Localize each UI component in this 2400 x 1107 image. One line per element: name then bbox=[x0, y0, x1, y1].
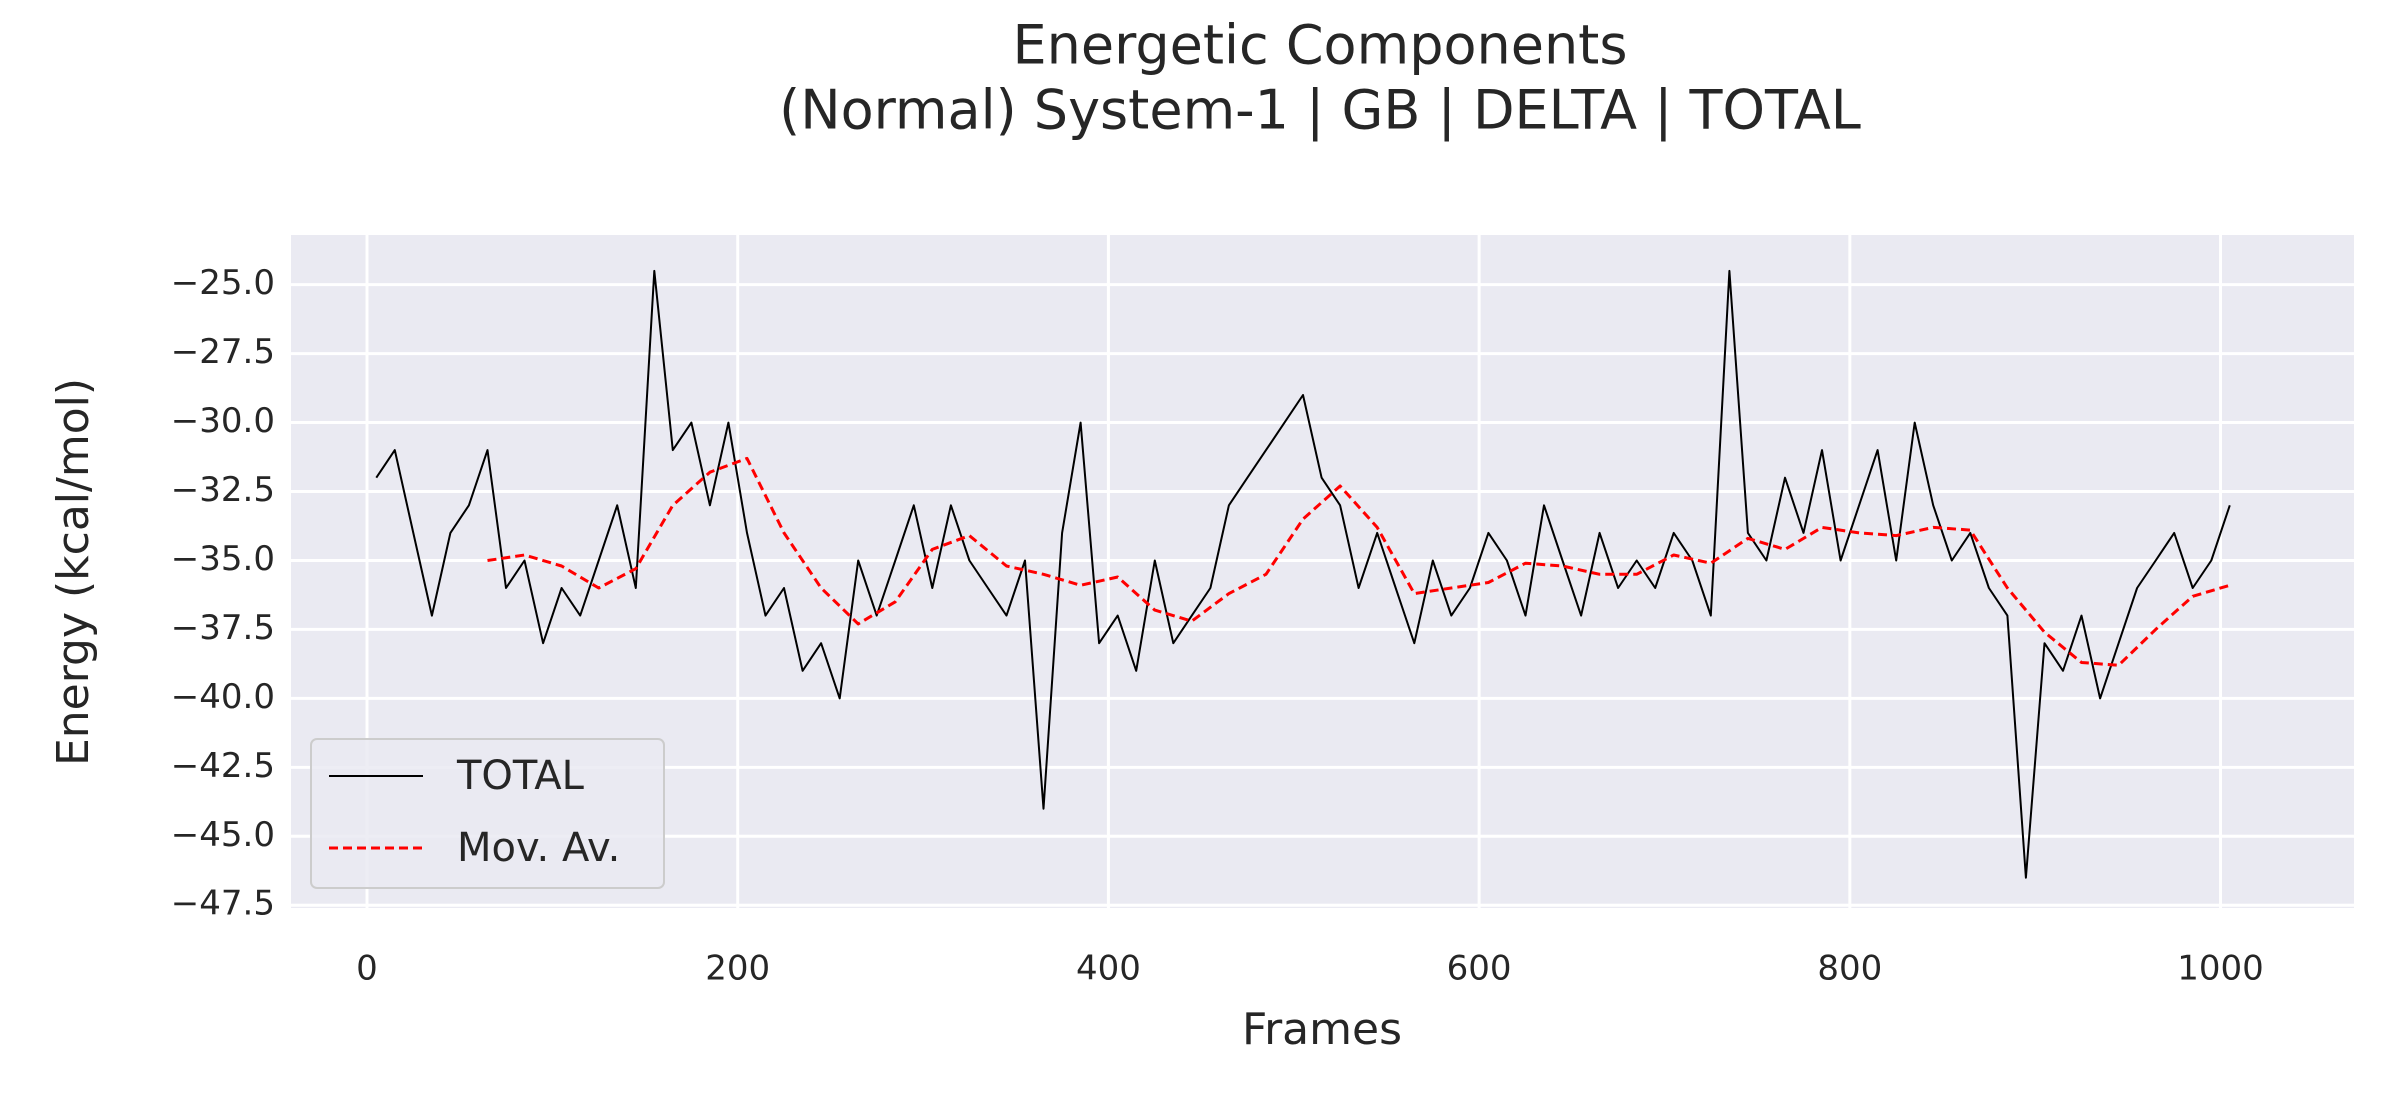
y-tick-label: −27.5 bbox=[171, 332, 275, 372]
y-tick-label: −45.0 bbox=[171, 815, 275, 855]
x-tick-label: 1000 bbox=[2177, 949, 2264, 989]
y-tick-label: −25.0 bbox=[171, 263, 275, 303]
legend-label: TOTAL bbox=[456, 753, 585, 799]
x-tick-label: 200 bbox=[705, 949, 770, 989]
x-tick-label: 800 bbox=[1817, 949, 1882, 989]
x-tick-label: 400 bbox=[1076, 949, 1141, 989]
y-tick-label: −32.5 bbox=[171, 470, 275, 510]
y-tick-label: −37.5 bbox=[171, 608, 275, 648]
data-line bbox=[375, 269, 2231, 879]
x-axis-label: Frames bbox=[1242, 1004, 1402, 1055]
y-tick-label: −40.0 bbox=[171, 677, 275, 717]
chart-title: Energetic Components bbox=[1013, 14, 1628, 77]
x-tick-label: 600 bbox=[1447, 949, 1512, 989]
data-line bbox=[487, 456, 2231, 667]
legend-label: Mov. Av. bbox=[457, 825, 620, 871]
y-tick-label: −30.0 bbox=[171, 401, 275, 441]
y-tick-label: −42.5 bbox=[171, 746, 275, 786]
y-axis-label: Energy (kcal/mol) bbox=[48, 378, 99, 766]
x-tick-label: 0 bbox=[356, 949, 378, 989]
chart-subtitle: (Normal) System-1 | GB | DELTA | TOTAL bbox=[779, 79, 1861, 142]
y-tick-label: −35.0 bbox=[171, 539, 275, 579]
y-tick-label: −47.5 bbox=[171, 884, 275, 924]
